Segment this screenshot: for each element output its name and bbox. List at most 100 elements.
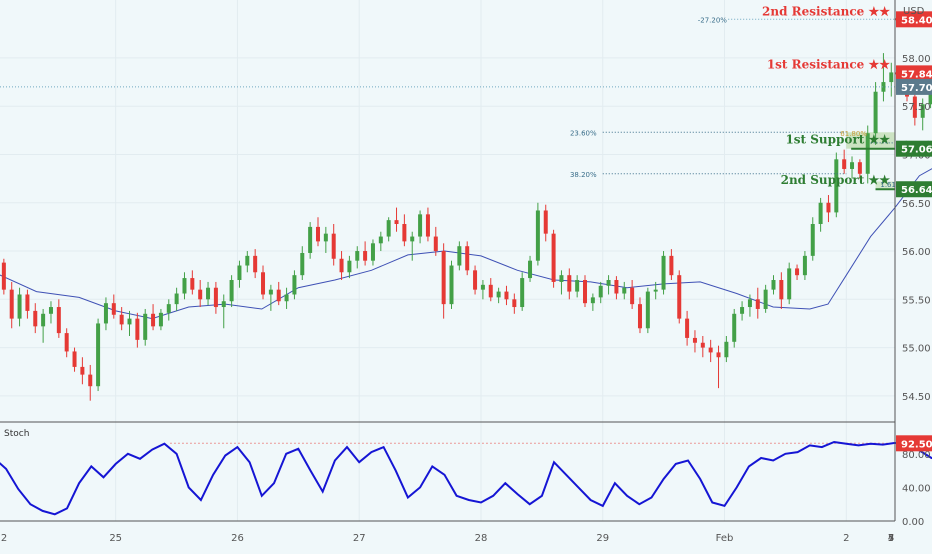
price-tick-label: 55.50 bbox=[902, 295, 931, 306]
candle-body bbox=[80, 366, 85, 375]
stoch-title: Stoch bbox=[4, 429, 29, 439]
price-tick-label: 58.00 bbox=[902, 54, 931, 65]
currency-label: USD bbox=[903, 6, 925, 17]
candle-body bbox=[779, 280, 784, 300]
fib-ext-label: -27.20% bbox=[698, 16, 728, 24]
candle-body bbox=[637, 304, 642, 329]
candle-body bbox=[810, 224, 815, 256]
candle-body bbox=[41, 313, 46, 327]
price-tick-label: 57.50 bbox=[902, 102, 931, 113]
candle-body bbox=[606, 280, 611, 286]
candle-body bbox=[645, 291, 650, 329]
candle-body bbox=[88, 374, 93, 387]
time-tick-label: 5 bbox=[888, 533, 894, 544]
candle-body bbox=[268, 289, 273, 295]
candle-body bbox=[402, 224, 407, 242]
candle-body bbox=[363, 251, 368, 261]
candle-body bbox=[386, 220, 391, 237]
candle-body bbox=[17, 294, 22, 319]
candle-body bbox=[174, 293, 179, 305]
fib-382-label: 38.20% bbox=[570, 171, 597, 179]
first-support-badge: 57.06 bbox=[901, 145, 932, 156]
candle-body bbox=[25, 294, 30, 311]
candle-body bbox=[441, 251, 446, 305]
candle-body bbox=[127, 318, 132, 325]
candle-body bbox=[716, 352, 721, 358]
candle-body bbox=[520, 278, 525, 308]
candle-body bbox=[661, 255, 666, 290]
candle-body bbox=[480, 284, 485, 290]
candle-body bbox=[551, 233, 556, 282]
candle-body bbox=[135, 318, 140, 340]
candle-body bbox=[535, 210, 540, 261]
candle-body bbox=[166, 304, 171, 313]
candle-body bbox=[865, 133, 870, 174]
candle-body bbox=[732, 313, 737, 342]
time-tick-label: 3 bbox=[888, 533, 894, 544]
support-zones bbox=[846, 132, 895, 190]
stoch-tick-label: 40.00 bbox=[902, 483, 931, 494]
fib-236-label: 23.60% bbox=[570, 129, 597, 137]
price-badges: 58.40 57.84 57.70 57.06 56.64 92.50 bbox=[896, 11, 932, 452]
second-support-label: 2nd Support ★★ bbox=[781, 173, 891, 187]
time-tick-label: 7 bbox=[888, 533, 894, 544]
candle-body bbox=[284, 294, 289, 302]
candle-body bbox=[873, 91, 878, 134]
candle-body bbox=[394, 220, 399, 224]
candle-body bbox=[465, 246, 470, 271]
first-support-badge-bg bbox=[896, 140, 932, 157]
candle-body bbox=[763, 289, 768, 309]
candle-body bbox=[881, 82, 886, 92]
candle-body bbox=[143, 313, 148, 340]
stoch-tick-label: 0.00 bbox=[902, 517, 924, 528]
candle-body bbox=[331, 233, 336, 259]
candle-body bbox=[1, 262, 6, 290]
time-tick-label: 2 bbox=[1, 533, 7, 544]
candle-body bbox=[630, 287, 635, 305]
candle-body bbox=[213, 287, 218, 308]
candle-body bbox=[276, 289, 281, 302]
second-support-badge-bg bbox=[896, 181, 932, 198]
candle-body bbox=[473, 270, 478, 290]
first-resistance-badge: 57.84 bbox=[901, 69, 932, 80]
candle-body bbox=[740, 307, 745, 314]
candle-body bbox=[692, 337, 697, 343]
candle-body bbox=[488, 284, 493, 298]
second-resistance-badge-bg bbox=[896, 11, 932, 28]
candle-body bbox=[253, 255, 258, 273]
legend: USD Stoch bbox=[4, 6, 925, 439]
candle-body bbox=[449, 265, 454, 305]
candle-body bbox=[590, 297, 595, 304]
candle-body bbox=[614, 280, 619, 294]
candle-body bbox=[56, 307, 61, 334]
second-resistance-label: 2nd Resistance ★★ bbox=[762, 4, 890, 18]
candle-body bbox=[323, 233, 328, 242]
candle-body bbox=[583, 280, 588, 304]
second-support-zone bbox=[875, 181, 895, 190]
candle-body bbox=[559, 275, 564, 282]
candle-body bbox=[677, 275, 682, 319]
candle-body bbox=[653, 289, 658, 292]
candle-body bbox=[857, 162, 862, 174]
price-tick-label: 54.50 bbox=[902, 392, 931, 403]
candle-body bbox=[378, 236, 383, 244]
candle-body bbox=[198, 289, 203, 300]
candle-body bbox=[315, 226, 320, 242]
candle-body bbox=[9, 289, 14, 319]
second-resistance-badge: 58.40 bbox=[901, 15, 932, 26]
candle-body bbox=[111, 303, 116, 315]
candle-body bbox=[669, 255, 674, 276]
time-tick-label: 29 bbox=[596, 533, 609, 544]
candle-body bbox=[339, 258, 344, 273]
stoch-pane bbox=[0, 421, 932, 516]
candle-body bbox=[182, 278, 187, 294]
time-tick-label: 26 bbox=[231, 533, 244, 544]
candle-body bbox=[850, 162, 855, 169]
candle-body bbox=[842, 159, 847, 169]
candle-body bbox=[912, 96, 917, 118]
candle-body bbox=[543, 210, 548, 234]
candle-body bbox=[528, 260, 533, 279]
time-tick-label: 25 bbox=[109, 533, 122, 544]
